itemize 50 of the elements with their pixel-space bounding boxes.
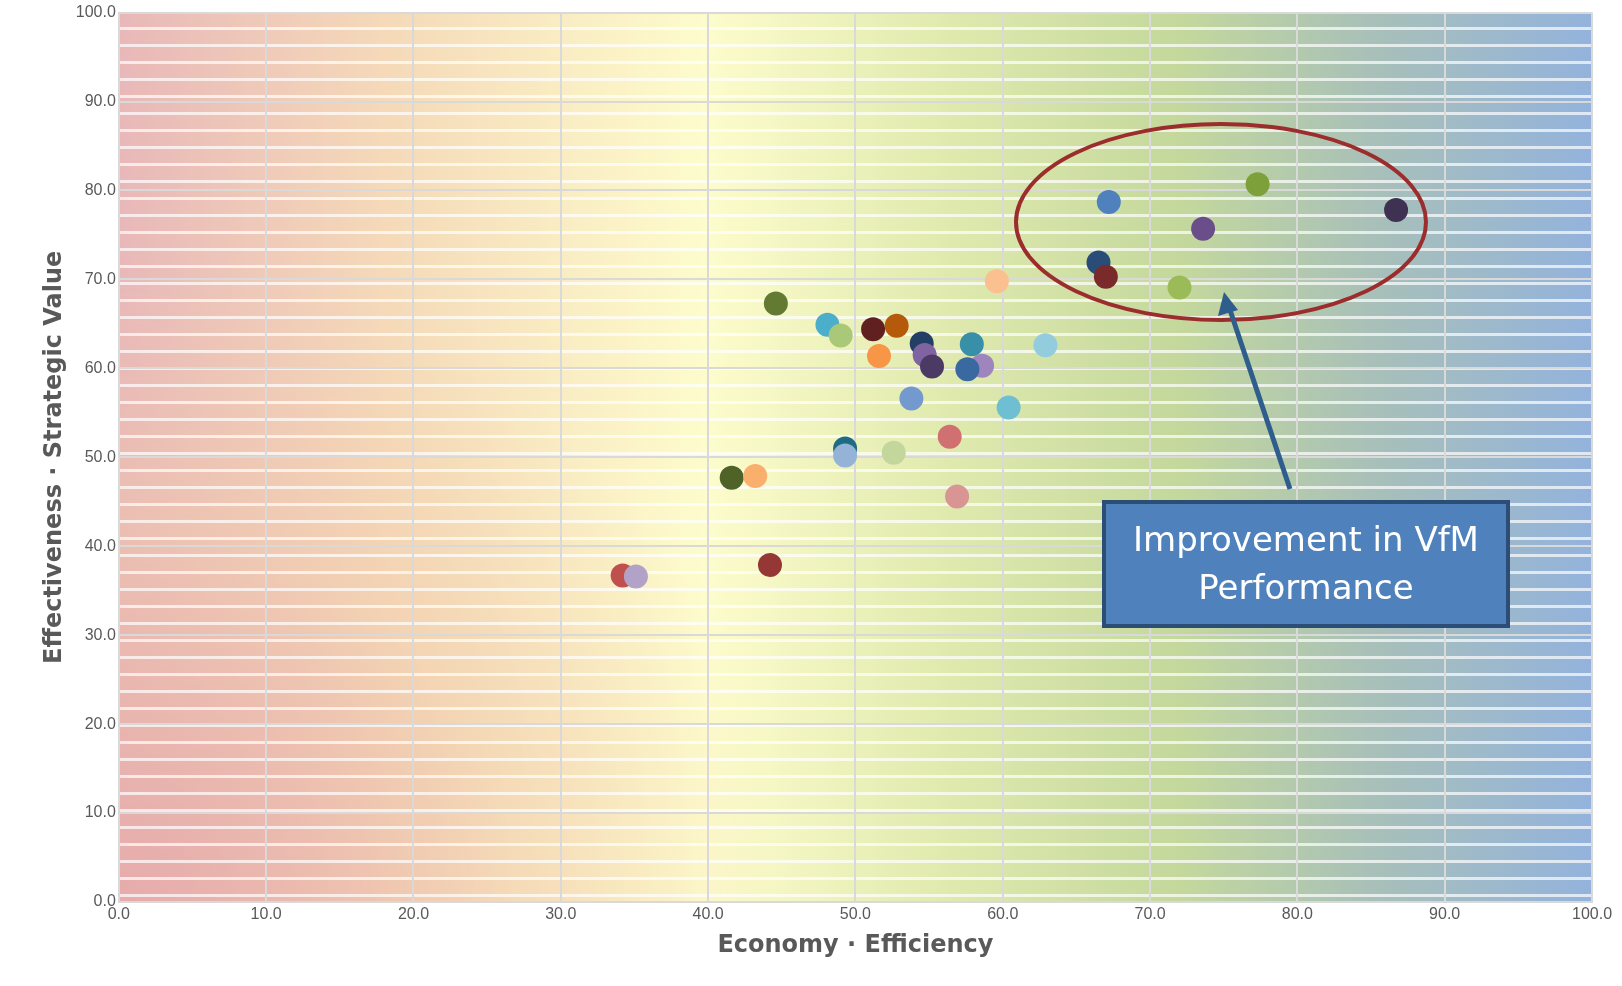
point — [1033, 333, 1058, 358]
y-tick-label: 90.0 — [84, 91, 116, 109]
point — [1093, 264, 1118, 289]
y-axis-title: Effectiveness · Strategic Value — [38, 250, 67, 664]
point — [833, 443, 858, 468]
x-tick-label: 40.0 — [692, 905, 724, 923]
point — [937, 424, 962, 449]
point — [920, 354, 945, 379]
point — [1096, 190, 1121, 215]
x-tick-label: 0.0 — [107, 905, 131, 923]
x-tick-label: 50.0 — [839, 905, 872, 923]
y-tick-label: 10.0 — [84, 803, 116, 821]
y-tick-label: 50.0 — [84, 447, 116, 465]
point — [984, 269, 1009, 294]
point — [884, 313, 909, 338]
point — [959, 332, 984, 357]
point — [757, 552, 782, 577]
y-tick-label: 70.0 — [84, 269, 116, 287]
x-tick-label: 70.0 — [1134, 905, 1166, 923]
point — [763, 291, 788, 316]
point — [866, 343, 891, 368]
y-tick-label: 40.0 — [84, 536, 116, 554]
y-tick-label: 20.0 — [84, 714, 116, 732]
point — [861, 317, 886, 342]
y-tick-label: 100.0 — [75, 3, 116, 21]
x-tick-label: 80.0 — [1281, 905, 1314, 923]
x-tick-label: 100.0 — [1571, 905, 1613, 923]
point — [719, 465, 744, 490]
y-tick-label: 30.0 — [84, 625, 116, 643]
point — [1167, 275, 1192, 300]
point — [955, 357, 980, 382]
y-tick-label: 60.0 — [84, 358, 116, 376]
x-tick-label: 10.0 — [250, 905, 282, 923]
point — [623, 564, 648, 589]
point — [743, 463, 768, 488]
point — [996, 395, 1021, 420]
x-tick-label: 60.0 — [987, 905, 1019, 923]
x-axis-title: Economy · Efficiency — [717, 929, 994, 958]
point — [881, 440, 906, 465]
point — [828, 323, 853, 348]
point — [945, 484, 970, 509]
x-tick-label: 30.0 — [545, 905, 577, 923]
point — [1384, 198, 1409, 223]
point — [1245, 172, 1270, 197]
annotation: Improvement in VfM Performance — [1102, 500, 1510, 628]
x-tick-label: 20.0 — [397, 905, 430, 923]
point — [899, 386, 924, 411]
y-tick-label: 80.0 — [84, 180, 116, 198]
point — [1191, 216, 1216, 241]
x-tick-label: 90.0 — [1429, 905, 1461, 923]
